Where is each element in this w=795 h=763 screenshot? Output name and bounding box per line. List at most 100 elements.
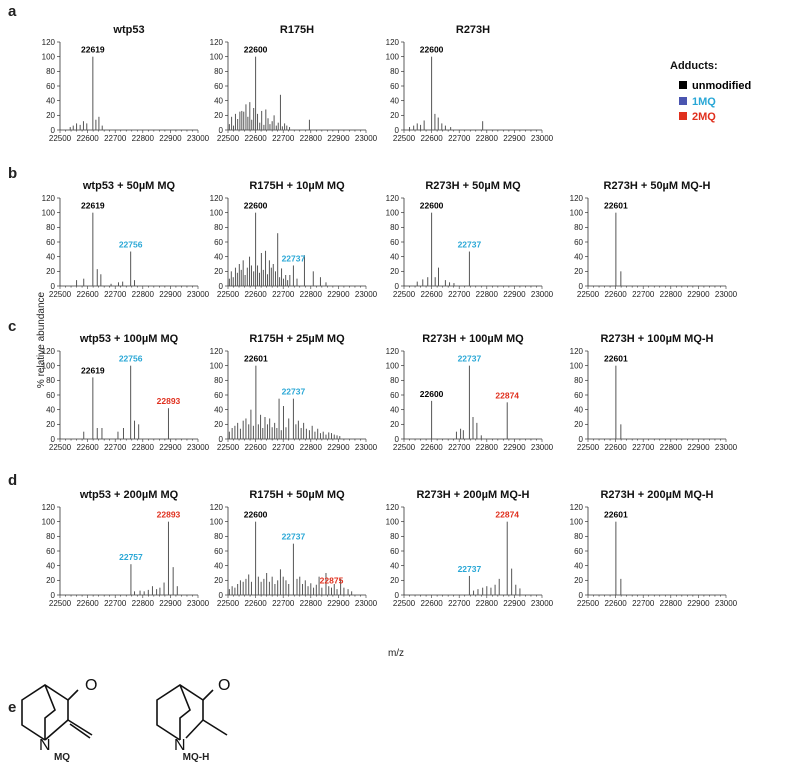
x-tick-label: 22800	[300, 599, 323, 608]
x-tick-label: 23000	[187, 134, 210, 143]
y-tick-label: 80	[574, 376, 583, 385]
x-tick-label: 22700	[632, 599, 655, 608]
y-tick-label: 120	[42, 347, 56, 356]
x-tick-label: 22700	[104, 290, 127, 299]
peak-label-2mq: 22875	[320, 576, 344, 586]
y-tick-label: 20	[574, 576, 583, 585]
y-tick-label: 20	[390, 267, 399, 276]
x-tick-label: 22600	[244, 599, 267, 608]
spectrum-panel-d4: R273H + 200µM MQ-H 0 20 40 60 80 100 120 22500 22…	[570, 489, 738, 608]
peak-label-unmodified: 22619	[81, 45, 105, 55]
mqh-structure	[156, 684, 228, 741]
peak-label-1mq: 22737	[458, 240, 482, 250]
y-tick-label: 0	[395, 282, 400, 291]
y-tick-label: 100	[386, 517, 400, 526]
x-tick-label: 22700	[104, 599, 127, 608]
spectrum-panel-c4: R273H + 100µM MQ-H 0 20 40 60 80 100 120 22500 22…	[570, 333, 738, 452]
x-tick-label: 22600	[76, 599, 99, 608]
legend-swatch-1mq	[679, 97, 687, 105]
peak-label-unmodified: 22601	[604, 201, 628, 211]
y-tick-label: 100	[42, 52, 56, 61]
x-tick-label: 22800	[660, 599, 683, 608]
panel-title: R273H + 200µM MQ-H	[600, 489, 713, 501]
x-tick-label: 22700	[272, 134, 295, 143]
spectrum-panel-d2: R175H + 50µM MQ 0 20 40 60 80 100 120 22500 22600…	[210, 489, 378, 608]
peak-label-1mq: 22737	[458, 354, 482, 364]
y-tick-label: 80	[574, 532, 583, 541]
x-tick-label: 22900	[687, 443, 710, 452]
x-tick-label: 22800	[660, 443, 683, 452]
y-tick-label: 40	[574, 561, 583, 570]
x-tick-label: 22800	[300, 443, 323, 452]
y-tick-label: 60	[574, 391, 583, 400]
y-tick-label: 100	[570, 208, 584, 217]
y-tick-label: 40	[214, 96, 223, 105]
y-tick-label: 20	[214, 267, 223, 276]
x-tick-label: 23000	[531, 290, 554, 299]
x-tick-label: 22500	[217, 443, 240, 452]
y-tick-label: 120	[210, 503, 224, 512]
x-tick-label: 22700	[448, 290, 471, 299]
legend: Adducts: unmodified 1MQ 2MQ	[670, 60, 751, 123]
spectrum-panel-a1: wtp53 0 20 40 60 80 100 120 22500 22600 22700 22800…	[42, 24, 210, 143]
peak-label-1mq: 22756	[119, 240, 143, 250]
peak-label-unmodified: 22601	[604, 510, 628, 520]
y-tick-label: 20	[46, 111, 55, 120]
y-tick-label: 80	[214, 376, 223, 385]
mq-ring-bonds	[21, 684, 69, 741]
y-tick-label: 120	[570, 347, 584, 356]
peak-label-unmodified: 22600	[244, 201, 268, 211]
y-tick-label: 0	[579, 591, 584, 600]
panel-title: R175H + 10µM MQ	[249, 180, 345, 192]
mq-n-bond	[44, 719, 69, 741]
x-tick-label: 22700	[272, 599, 295, 608]
y-tick-label: 0	[579, 435, 584, 444]
legend-label-2mq: 2MQ	[692, 111, 716, 123]
panel-title: R175H + 50µM MQ	[249, 489, 345, 501]
peak-label-1mq: 22737	[282, 253, 306, 263]
y-tick-label: 80	[390, 223, 399, 232]
peak-label-unmodified: 22600	[244, 510, 268, 520]
y-tick-label: 20	[390, 111, 399, 120]
y-tick-label: 40	[390, 96, 399, 105]
mqh-nitrogen-label: N	[174, 737, 186, 754]
y-tick-label: 100	[386, 52, 400, 61]
x-tick-label: 22600	[604, 599, 627, 608]
x-tick-label: 22600	[244, 290, 267, 299]
mqh-bridge-bonds	[179, 684, 191, 740]
x-tick-label: 23000	[187, 290, 210, 299]
y-tick-label: 0	[51, 282, 56, 291]
x-tick-label: 23000	[355, 443, 378, 452]
x-tick-label: 22500	[393, 443, 416, 452]
mqh-n-bond	[185, 719, 204, 739]
panel-letter-e: e	[8, 699, 16, 716]
x-tick-label: 22800	[476, 443, 499, 452]
y-tick-label: 60	[390, 82, 399, 91]
spectrum-panel-b3: R273H + 50µM MQ 0 20 40 60 80 100 120 22500 22600…	[386, 180, 554, 299]
y-tick-label: 60	[46, 547, 55, 556]
mq-methylene-double-bond	[69, 723, 91, 739]
x-tick-label: 23000	[187, 599, 210, 608]
x-tick-label: 22800	[300, 290, 323, 299]
y-tick-label: 0	[219, 126, 224, 135]
legend-label-1mq: 1MQ	[692, 96, 716, 108]
mqh-oxygen-label: O	[218, 677, 230, 694]
mqh-carbonyl-stem	[202, 689, 214, 701]
x-tick-label: 22500	[577, 290, 600, 299]
y-tick-label: 120	[210, 38, 224, 47]
x-tick-label: 22700	[448, 443, 471, 452]
y-tick-label: 60	[390, 238, 399, 247]
peak-label-2mq: 22874	[495, 510, 519, 520]
y-tick-label: 40	[46, 561, 55, 570]
x-tick-label: 23000	[715, 443, 738, 452]
y-tick-label: 20	[46, 267, 55, 276]
spectrum-panel-d1: wtp53 + 200µM MQ 0 20 40 60 80 100 120 22500 2260…	[42, 489, 210, 608]
mq-bridge-bonds	[44, 684, 56, 740]
y-tick-label: 120	[386, 347, 400, 356]
y-tick-label: 120	[42, 503, 56, 512]
x-tick-label: 22500	[49, 443, 72, 452]
mqh-methyl-bond	[202, 719, 228, 736]
y-tick-label: 80	[390, 376, 399, 385]
x-tick-label: 22800	[476, 599, 499, 608]
